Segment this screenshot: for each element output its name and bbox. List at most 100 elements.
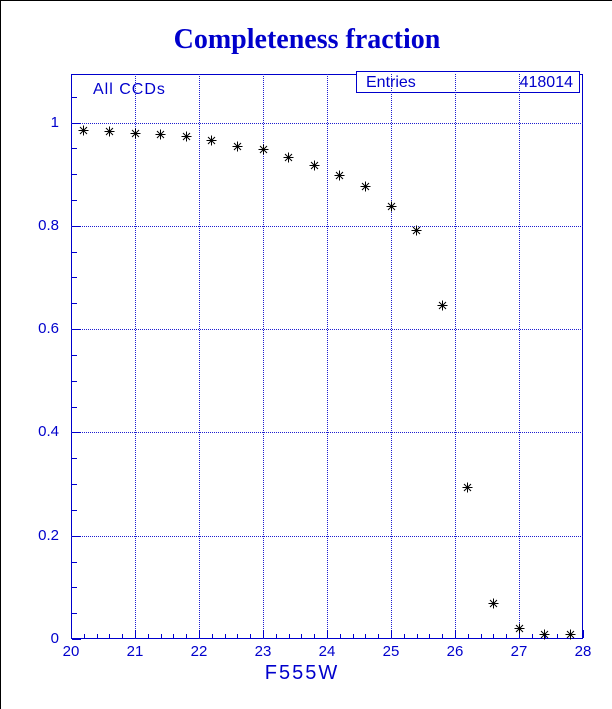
x-minor-tick	[467, 634, 469, 638]
x-minor-tick	[442, 634, 444, 638]
x-minor-tick	[250, 634, 252, 638]
x-minor-tick	[224, 634, 226, 638]
y-major-tick	[72, 639, 81, 640]
x-minor-tick	[211, 634, 213, 638]
data-point-marker	[514, 621, 525, 639]
x-minor-tick	[416, 634, 418, 638]
x-tick-label: 26	[446, 643, 464, 660]
x-minor-tick	[480, 634, 482, 638]
x-minor-tick	[365, 634, 367, 638]
x-major-tick	[519, 630, 520, 638]
dataset-label: All CCDs	[93, 81, 166, 98]
x-minor-tick	[147, 634, 149, 638]
x-major-tick	[583, 630, 584, 638]
y-major-tick	[72, 535, 81, 537]
y-minor-tick	[72, 277, 77, 279]
y-gridline	[71, 535, 583, 537]
x-major-tick	[199, 630, 200, 638]
x-tick-label: 20	[62, 643, 80, 660]
x-minor-tick	[96, 634, 98, 638]
stats-box: Entries 418014	[356, 71, 580, 93]
data-point-marker	[155, 127, 166, 145]
x-tick-label: 25	[382, 643, 400, 660]
data-point-marker	[78, 123, 89, 141]
data-point-marker	[386, 199, 397, 217]
y-tick-label: 0	[50, 630, 59, 647]
data-point-marker	[539, 627, 550, 645]
x-gridline	[263, 74, 264, 639]
stats-entries-value: 418014	[519, 74, 573, 91]
data-point-marker	[411, 223, 422, 241]
data-point-marker	[565, 627, 576, 645]
y-tick-label: 1	[50, 113, 59, 131]
x-minor-tick	[288, 634, 290, 638]
x-minor-tick	[378, 634, 380, 638]
x-major-tick	[327, 630, 328, 638]
x-minor-tick	[109, 634, 111, 638]
data-point-marker	[283, 150, 294, 168]
y-minor-tick	[72, 509, 77, 511]
x-major-tick	[455, 630, 456, 638]
x-gridline	[455, 74, 456, 639]
y-minor-tick	[72, 251, 77, 253]
data-point-marker	[437, 298, 448, 316]
x-minor-tick	[275, 634, 277, 638]
y-minor-tick	[72, 380, 77, 382]
y-minor-tick	[72, 587, 77, 589]
y-minor-tick	[72, 406, 77, 408]
x-tick-label: 22	[190, 643, 208, 660]
y-minor-tick	[72, 199, 77, 201]
x-minor-tick	[314, 634, 316, 638]
x-minor-tick	[83, 634, 85, 638]
x-gridline	[135, 74, 136, 639]
x-gridline	[391, 74, 392, 639]
x-gridline	[519, 74, 520, 639]
y-tick-label: 0.6	[38, 320, 59, 338]
y-minor-tick	[72, 96, 77, 98]
y-major-tick	[72, 329, 81, 331]
y-tick-label: 0.8	[38, 216, 59, 234]
x-tick-label: 24	[318, 643, 336, 660]
x-tick-label: 21	[126, 643, 144, 660]
x-minor-tick	[339, 634, 341, 638]
x-minor-tick	[186, 634, 188, 638]
data-point-marker	[232, 139, 243, 157]
x-minor-tick	[173, 634, 175, 638]
y-gridline	[71, 225, 583, 227]
x-tick-label: 27	[510, 643, 528, 660]
data-point-marker	[130, 126, 141, 144]
y-gridline	[71, 122, 583, 124]
x-major-tick	[71, 630, 72, 638]
x-minor-tick	[301, 634, 303, 638]
x-major-tick	[391, 630, 392, 638]
y-tick-label: 0.2	[38, 526, 59, 544]
data-point-marker	[360, 179, 371, 197]
y-tick-label: 0.4	[38, 423, 59, 441]
x-minor-tick	[493, 634, 495, 638]
data-point-marker	[206, 133, 217, 151]
x-gridline	[199, 74, 200, 639]
data-point-marker	[462, 480, 473, 498]
x-gridline	[327, 74, 328, 639]
x-minor-tick	[237, 634, 239, 638]
x-major-tick	[135, 630, 136, 638]
x-minor-tick	[557, 634, 559, 638]
data-point-marker	[258, 142, 269, 160]
data-point-marker	[334, 168, 345, 186]
x-minor-tick	[122, 634, 124, 638]
data-point-marker	[488, 596, 499, 614]
y-major-tick	[72, 225, 81, 227]
data-point-marker	[309, 158, 320, 176]
y-gridline	[71, 329, 583, 331]
y-minor-tick	[72, 174, 77, 176]
x-minor-tick	[506, 634, 508, 638]
x-tick-label: 23	[254, 643, 272, 660]
x-minor-tick	[160, 634, 162, 638]
y-minor-tick	[72, 484, 77, 486]
y-minor-tick	[72, 458, 77, 460]
y-minor-tick	[72, 303, 77, 305]
x-major-tick	[263, 630, 264, 638]
y-minor-tick	[72, 561, 77, 563]
data-point-marker	[104, 124, 115, 142]
x-tick-label: 28	[574, 643, 592, 660]
